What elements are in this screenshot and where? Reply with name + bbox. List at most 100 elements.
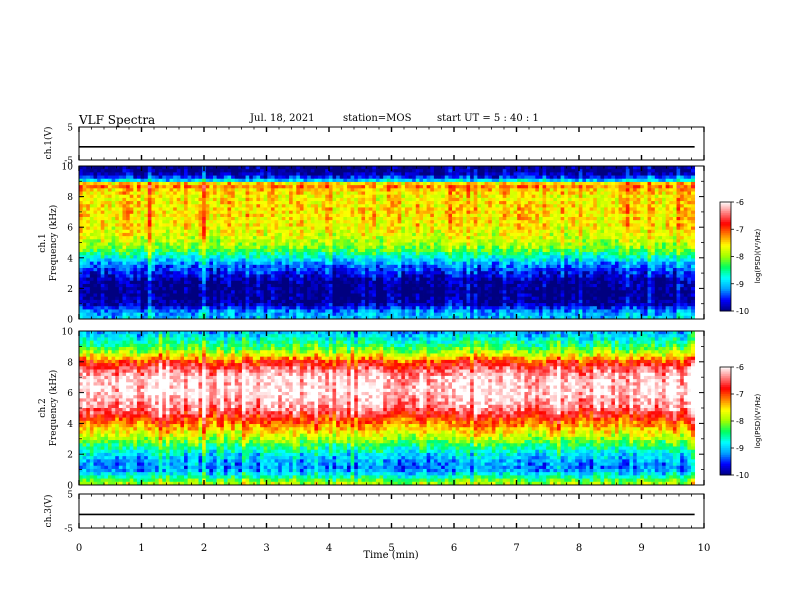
spectrogram-cell [158, 239, 163, 243]
spectrogram-cell [126, 188, 131, 192]
spectrogram-cell [662, 181, 667, 186]
spectrogram-cell [625, 220, 630, 224]
spectrogram-cell [578, 223, 583, 227]
spectrogram-cell [484, 242, 489, 247]
spectrogram-cell [520, 166, 525, 170]
spectrogram-cell [546, 191, 551, 196]
spectrogram-cell [618, 175, 623, 180]
spectrogram-cell [299, 252, 304, 256]
spectrogram-cell [394, 204, 399, 208]
spectrogram-cell [97, 178, 102, 183]
spectrogram-cell [643, 229, 648, 234]
spectrogram-cell [126, 248, 131, 253]
spectrogram-cell [263, 232, 268, 237]
spectrogram-cell [611, 166, 616, 170]
spectrogram-cell [480, 255, 485, 259]
spectrogram-cell [444, 252, 449, 256]
spectrogram-cell [477, 194, 482, 199]
spectrogram-cell [607, 204, 612, 208]
spectrogram-cell [194, 166, 199, 170]
spectrogram-cell [651, 217, 656, 221]
spectrogram-cell [187, 178, 192, 183]
spectrogram-cell [654, 223, 659, 227]
spectrogram-cell [133, 172, 138, 176]
spectrogram-cell [582, 178, 587, 183]
spectrogram-cell [582, 213, 587, 218]
spectrogram-cell [140, 242, 145, 247]
spectrogram-cell [82, 242, 87, 247]
spectrogram-cell [169, 223, 174, 227]
spectrogram-cell [129, 252, 134, 256]
spectrogram-cell [651, 201, 656, 205]
spectrogram-cell [462, 175, 467, 180]
spectrogram-cell [426, 197, 431, 202]
spectrogram-cell [640, 248, 645, 253]
spectrogram-cell [691, 172, 696, 176]
spectrogram-cell [549, 197, 554, 202]
spectrogram-cell [350, 169, 355, 173]
spectrogram-cell [433, 232, 438, 237]
spectrogram-cell [318, 229, 323, 234]
spectrogram-cell [147, 191, 152, 196]
spectrogram-cell [343, 166, 348, 170]
spectrogram-cell [379, 185, 384, 189]
spectrogram-cell [357, 185, 362, 189]
spectrogram-cell [607, 191, 612, 196]
spectrogram-cell [343, 185, 348, 189]
spectrogram-cell [502, 178, 507, 183]
spectrogram-cell [176, 210, 181, 215]
spectrogram-cell [477, 248, 482, 253]
spectrogram-cell [310, 201, 315, 205]
spectrogram-cell [136, 210, 141, 215]
spectrogram-cell [509, 201, 514, 205]
spectrogram-cell [299, 188, 304, 192]
spectrogram-cell [397, 169, 402, 173]
spectrogram-cell [593, 169, 598, 173]
spectrogram-cell [680, 248, 685, 253]
spectrogram-cell [426, 194, 431, 199]
spectrogram-cell [611, 185, 616, 189]
spectrogram-cell [517, 245, 522, 250]
spectrogram-cell [506, 245, 511, 250]
spectrogram-cell [390, 220, 395, 224]
spectrogram-cell [404, 232, 409, 237]
spectrogram-cell [372, 178, 377, 183]
spectrogram-cell [404, 248, 409, 253]
spectrogram-cell [375, 217, 380, 221]
spectrogram-cell [415, 252, 420, 256]
spectrogram-cell [441, 181, 446, 186]
spectrogram-cell [140, 194, 145, 199]
spectrogram-cell [669, 223, 674, 227]
spectrogram-cell [194, 191, 199, 196]
spectrogram-cell [466, 207, 471, 212]
spectrogram-cell [419, 204, 424, 208]
spectrogram-cell [571, 197, 576, 202]
spectrogram-cell [625, 232, 630, 237]
spectrogram-cell [346, 252, 351, 256]
spectrogram-cell [455, 248, 460, 253]
spectrogram-cell [651, 166, 656, 170]
spectrogram-cell [133, 178, 138, 183]
spectrogram-cell [426, 181, 431, 186]
spectrogram-cell [672, 252, 677, 256]
spectrogram-cell [585, 229, 591, 234]
spectrogram-cell [133, 175, 138, 180]
spectrogram-cell [643, 207, 648, 212]
spectrogram-cell [194, 236, 199, 240]
spectrogram-cell [557, 169, 562, 173]
spectrogram-cell [404, 210, 409, 215]
spectrogram-cell [184, 223, 189, 227]
spectrogram-cell [633, 210, 638, 215]
spectrogram-cell [173, 169, 178, 173]
spectrogram-cell [419, 188, 424, 192]
spectrogram-cell [97, 194, 102, 199]
spectrogram-cell [531, 213, 536, 218]
spectrogram-cell [560, 245, 565, 250]
spectrogram-cell [683, 213, 688, 218]
spectrogram-cell [604, 245, 609, 250]
spectrogram-cell [336, 252, 341, 256]
spectrogram-cell [444, 245, 449, 250]
spectrogram-cell [263, 197, 268, 202]
spectrogram-cell [589, 169, 594, 173]
spectrogram-cell [372, 239, 377, 243]
